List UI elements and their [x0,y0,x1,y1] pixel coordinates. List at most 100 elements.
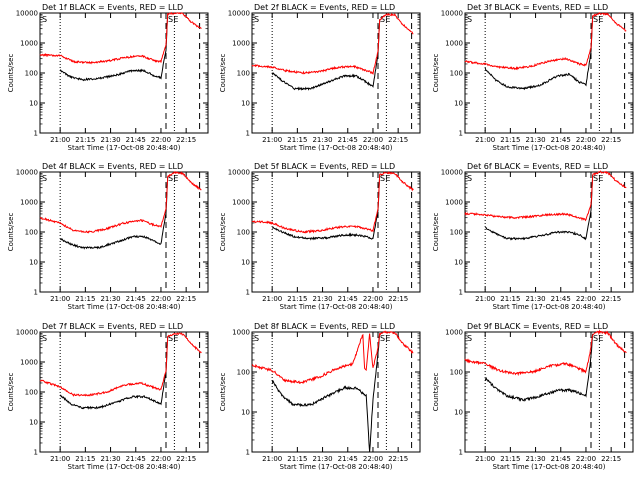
x-tick-label: 22:00 [151,295,171,303]
x-tick-label: 21:45 [338,295,358,303]
series-line-events [60,336,169,410]
y-axis-label: Counts/sec [7,373,15,412]
y-tick-label: 100 [450,70,463,78]
y-tick-label: 10000 [16,10,38,18]
x-tick-label: 22:00 [576,136,596,144]
x-tick-label: 21:00 [50,455,70,463]
y-tick-label: 10 [241,100,250,108]
y-tick-label: 10000 [16,329,38,337]
chart-panel-4: Det 4f BLACK = Events, RED = LLD 1 10 100 10… [7,162,209,311]
y-axis-label: Counts/sec [219,373,227,412]
x-tick-label: 21:00 [262,455,282,463]
x-tick-label: 22:00 [151,455,171,463]
y-tick-label: 100 [25,229,38,237]
chart-panel-8: Det 8f BLACK = Events, RED = LLD 1 10 100 10… [219,322,421,471]
x-tick-label: 21:45 [126,136,146,144]
x-axis-label: Start Time (17-Oct-08 20:48:40) [280,303,393,311]
y-tick-label: 10 [454,409,463,417]
chart-title: Det 6f BLACK = Events, RED = LLD [467,162,608,171]
y-tick-label: 1000 [445,40,463,48]
plot-frame [464,171,634,293]
y-tick-label: 1 [34,449,38,457]
series-line-events [484,333,594,402]
y-tick-label: 1 [34,130,38,138]
x-tick-label: 21:30 [525,295,545,303]
series-line-lld [39,171,202,234]
y-tick-label: 100 [25,70,38,78]
y-tick-label: 1 [459,449,463,457]
y-tick-label: 1000 [20,40,38,48]
series-line-events [484,15,594,91]
x-tick-label: 22:15 [601,295,621,303]
chart-title: Det 7f BLACK = Events, RED = LLD [42,322,183,331]
series-line-lld [39,11,202,65]
x-axis-label: Start Time (17-Oct-08 20:48:40) [493,463,606,471]
x-tick-label: 21:30 [100,136,120,144]
y-tick-label: 1 [34,289,38,297]
series-line-lld [251,171,414,234]
x-tick-label: 22:15 [388,295,408,303]
plot-frame [39,331,209,453]
chart-panel-2: Det 2f BLACK = Events, RED = LLD 1 10 100 10… [219,3,421,152]
y-tick-label: 1000 [20,199,38,207]
series-line-lld [464,170,627,222]
chart-panel-1: Det 1f BLACK = Events, RED = LLD 1 10 100 10… [7,3,209,152]
start-marker: S [467,15,472,24]
y-tick-label: 100 [450,369,463,377]
plot-frame [39,171,209,293]
chart-panel-5: Det 5f BLACK = Events, RED = LLD 1 10 100 10… [219,162,421,311]
x-tick-label: 21:45 [551,455,571,463]
y-axis-label: Counts/sec [219,213,227,252]
x-tick-label: 21:00 [262,295,282,303]
start-marker: S [42,15,47,24]
chart-panel-9: Det 9f BLACK = Events, RED = LLD 1 10 100 10… [432,322,634,471]
y-tick-label: 10000 [441,169,463,177]
x-tick-label: 21:30 [312,455,332,463]
y-tick-label: 1000 [20,359,38,367]
series-line-lld [251,12,414,75]
saa-end-marker: E [173,174,178,183]
start-marker: S [254,174,259,183]
x-tick-label: 21:30 [525,136,545,144]
x-tick-label: 21:15 [500,295,520,303]
y-tick-label: 1000 [232,329,250,337]
saa-start-marker: S [380,15,385,24]
x-tick-label: 21:45 [126,455,146,463]
y-tick-label: 10000 [441,10,463,18]
y-axis-label: Counts/sec [432,54,440,93]
series-line-events [271,333,381,452]
x-axis-label: Start Time (17-Oct-08 20:48:40) [280,463,393,471]
start-marker: S [467,174,472,183]
saa-end-marker: E [385,334,390,343]
saa-end-marker: E [385,15,390,24]
series-line-events [59,176,169,250]
y-axis-label: Counts/sec [432,213,440,252]
x-tick-label: 22:15 [176,295,196,303]
y-tick-label: 10000 [16,169,38,177]
y-tick-label: 10000 [228,169,250,177]
y-axis-label: Counts/sec [219,54,227,93]
saa-end-marker: E [598,174,603,183]
y-tick-label: 1 [459,289,463,297]
chart-title: Det 8f BLACK = Events, RED = LLD [254,322,395,331]
plot-frame [464,331,634,453]
chart-panel-6: Det 6f BLACK = Events, RED = LLD 1 10 100 10… [432,162,634,311]
x-tick-label: 21:45 [338,136,358,144]
x-tick-label: 22:15 [388,136,408,144]
saa-start-marker: S [593,15,598,24]
plot-frame [251,331,421,453]
x-tick-label: 22:15 [176,455,196,463]
saa-start-marker: S [593,174,598,183]
x-axis-label: Start Time (17-Oct-08 20:48:40) [68,463,181,471]
saa-end-marker: E [598,15,603,24]
y-tick-label: 10000 [228,10,250,18]
series-line-lld [464,329,627,377]
series-line-events [484,174,594,241]
x-tick-label: 22:15 [601,455,621,463]
start-marker: S [254,15,259,24]
start-marker: S [42,334,47,343]
x-tick-label: 21:15 [75,295,95,303]
y-tick-label: 100 [237,369,250,377]
y-tick-label: 10 [241,409,250,417]
x-tick-label: 21:15 [287,455,307,463]
